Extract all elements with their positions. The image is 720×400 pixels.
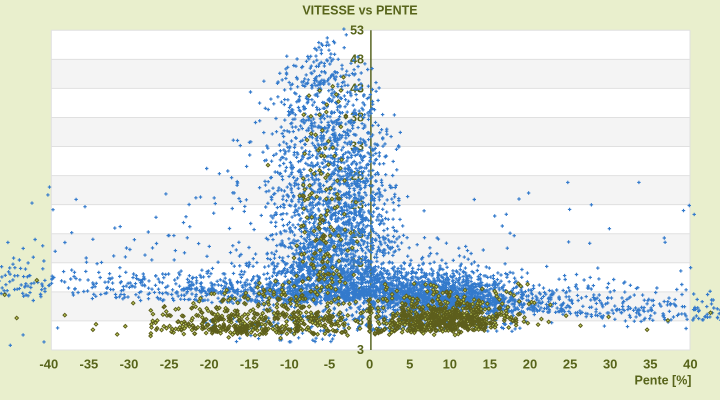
svg-text:-15: -15 <box>240 357 259 372</box>
svg-text:-40: -40 <box>39 357 58 372</box>
svg-text:30: 30 <box>603 357 617 372</box>
svg-text:3: 3 <box>357 314 364 328</box>
svg-text:48: 48 <box>350 53 364 67</box>
svg-text:10: 10 <box>443 357 457 372</box>
svg-text:5: 5 <box>406 357 413 372</box>
svg-text:0: 0 <box>366 357 373 372</box>
svg-text:35: 35 <box>643 357 657 372</box>
svg-text:-30: -30 <box>120 357 139 372</box>
svg-text:-35: -35 <box>80 357 99 372</box>
svg-text:-20: -20 <box>200 357 219 372</box>
svg-text:-10: -10 <box>280 357 299 372</box>
svg-text:-25: -25 <box>160 357 179 372</box>
svg-text:VITESSE vs PENTE: VITESSE vs PENTE <box>302 4 417 18</box>
svg-text:25: 25 <box>563 357 577 372</box>
svg-text:40: 40 <box>683 357 697 372</box>
svg-text:-5: -5 <box>324 357 336 372</box>
svg-text:15: 15 <box>483 357 497 372</box>
svg-text:20: 20 <box>523 357 537 372</box>
svg-text:53: 53 <box>350 23 364 37</box>
svg-text:Pente [%]: Pente [%] <box>635 374 692 388</box>
svg-text:3: 3 <box>357 343 364 357</box>
